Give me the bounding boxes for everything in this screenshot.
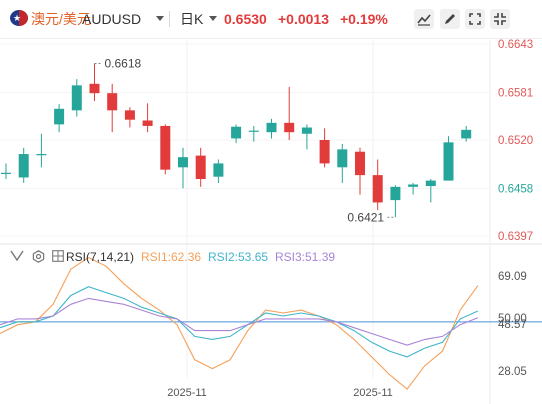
candle [107,83,118,133]
symbol-code[interactable]: AUDUSD [82,11,142,27]
candle [390,185,401,218]
candle-body [284,122,295,133]
price-change: +0.0013 [278,11,329,27]
au-flag-icon: ★ [10,10,28,26]
candle [372,159,383,211]
candle-body [1,172,11,174]
rsi1-value: RSI1:62.36 [141,250,202,264]
line-draw-icon[interactable] [414,9,434,29]
chart-header: ★ 澳元/美元 AUDUSD 日K 0.6530 +0.0013 +0.19% [0,0,542,38]
candle [178,147,188,189]
candle-body [36,154,47,156]
candle-body [107,93,118,111]
settings-icon[interactable] [32,250,45,266]
candle-body [319,140,330,164]
candle [319,128,330,168]
candle-body [408,184,419,187]
candle-body [301,127,312,134]
price-axis-tick: 0.6581 [498,87,533,99]
price-axis-tick: 0.6397 [498,231,533,243]
candle-body [54,108,65,125]
candle [213,159,224,183]
candle-body [231,126,242,139]
candle-body [142,120,153,126]
candle [443,136,454,181]
symbol-dropdown-icon[interactable] [156,16,164,21]
rsi-series-line [0,297,479,346]
candle [231,124,242,144]
candle [160,124,171,175]
candle-body [18,154,29,178]
rsi-series-line [0,256,479,390]
price-axis-tick: 0.6643 [498,39,533,51]
timeframe-selector[interactable]: 日K [180,11,204,27]
rsi-axis-tick: 69.09 [498,271,527,283]
candle-body [425,180,436,187]
candle [301,124,312,150]
candle [124,107,135,128]
candle [195,147,206,187]
high-price-label: 0.6618 [105,57,142,71]
header-divider-line [0,38,542,39]
rsi-indicator-name: RSI(7,14,21) [66,250,135,264]
candle [18,147,29,183]
low-price-label: 0.6421 [347,210,384,224]
candle-body [390,186,401,201]
price-axis-tick: 0.6458 [498,183,533,195]
rsi2-value: RSI2:53.65 [208,250,269,264]
candle-body [337,149,348,168]
candle-body [248,130,259,132]
fullscreen-icon[interactable] [465,9,485,29]
candle-body [195,155,206,180]
rsi-axis-tick: 28.05 [498,366,527,378]
timeframe-dropdown-icon[interactable] [209,16,217,21]
candle [1,163,11,180]
rsi3-value: RSI3:51.39 [275,250,336,264]
candle [461,125,472,142]
candle [266,118,277,139]
candle-body [461,129,472,139]
price-axis-tick: 0.6520 [498,135,533,147]
candle [54,104,65,133]
candle-body [178,157,188,168]
candle-body [89,83,100,94]
eye-icon[interactable] [10,250,24,265]
rsi-axis-tick: 50.00 [498,313,527,325]
candle [142,103,153,133]
candle [408,182,419,195]
candle-body [372,175,383,203]
collapse-icon[interactable] [490,9,510,29]
candle-body [355,151,365,176]
rsi-axis-tick: 48.57 [498,319,527,331]
candle-body [71,85,82,111]
indicator-grid-icon[interactable] [52,250,64,265]
candle-body [213,163,224,177]
candle [284,86,295,140]
candle [248,125,259,142]
candle [337,143,348,183]
candle-body [160,125,171,170]
candle [425,179,436,203]
candle-body [124,110,135,120]
candle [89,63,100,101]
pencil-icon[interactable] [440,9,460,29]
date-axis-tick: 2025-11 [353,387,393,399]
header-divider [169,11,170,27]
candle-body [443,142,454,181]
candle [36,133,47,168]
candle [355,147,365,195]
rsi-series-line [0,286,479,358]
price-change-percent: +0.19% [340,11,388,27]
last-price: 0.6530 [224,11,267,27]
candle [71,79,82,117]
date-axis-tick: 2025-11 [167,387,207,399]
symbol-name-cn[interactable]: 澳元/美元 [31,11,91,27]
candle-body [266,122,277,133]
